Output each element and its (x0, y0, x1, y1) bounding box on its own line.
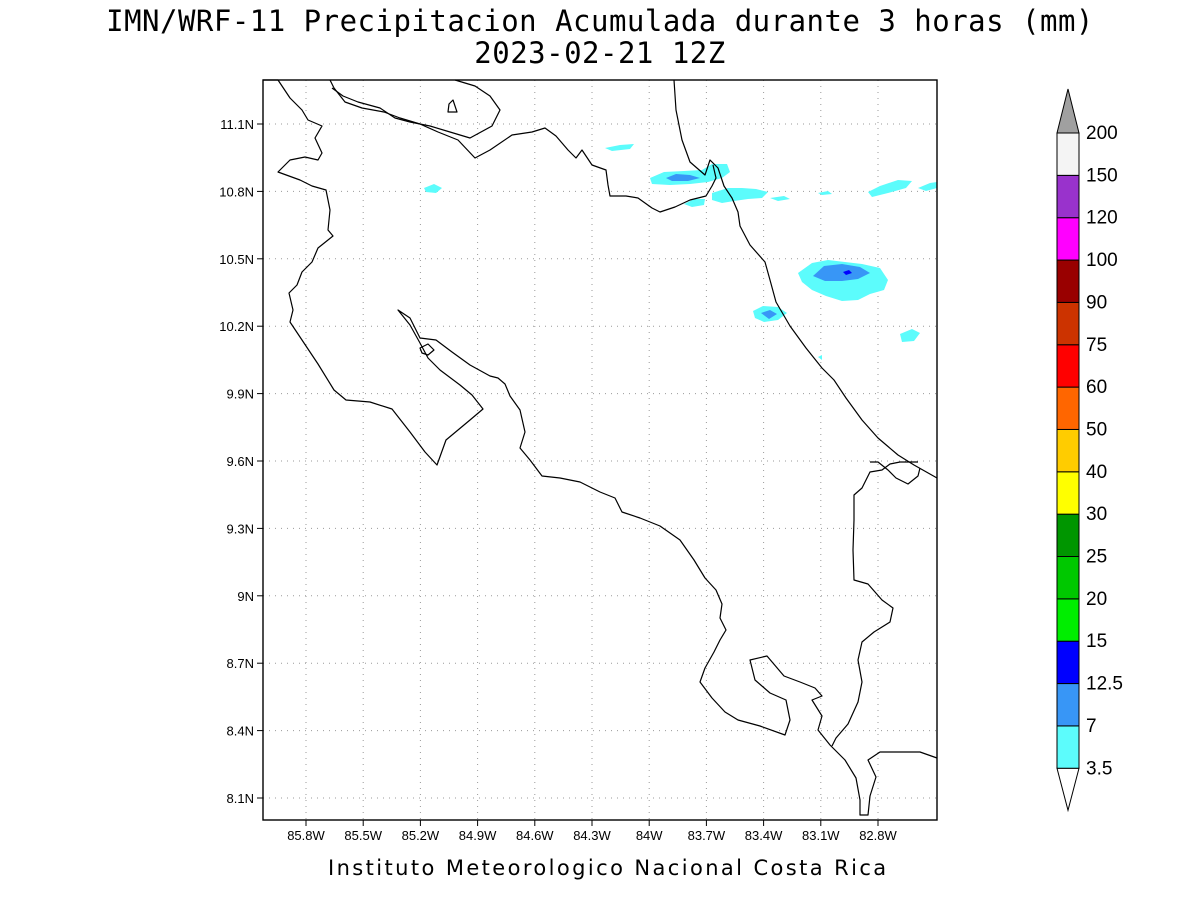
colorbar-swatch (1056, 259, 1080, 303)
footer-credit: Instituto Meteorologico Nacional Costa R… (328, 856, 889, 880)
colorbar-swatch (1056, 428, 1080, 473)
lon-tick-label: 85.2W (402, 828, 440, 843)
precip-patch-3-5 (605, 144, 634, 151)
lon-tick-label: 85.8W (287, 828, 325, 843)
lon-tick-label: 84.6W (516, 828, 554, 843)
colorbar-label: 75 (1086, 335, 1107, 356)
precip-patch-3-5 (424, 184, 442, 193)
colorbar-label: 12.5 (1086, 674, 1123, 695)
lat-tick-label: 9.6N (227, 454, 254, 469)
precip-patch-3-5 (918, 182, 937, 191)
precip-patch-12-5 (843, 270, 852, 275)
colorbar-label: 120 (1086, 208, 1118, 229)
colorbar-swatch (1056, 301, 1080, 346)
color-legend: 200 150 120 100 90 75 60 50 40 30 25 20 15 12.5 7 3.5 (1056, 88, 1123, 813)
precip-patch-3-5 (684, 199, 705, 207)
lon-tick-label: 84.9W (459, 828, 497, 843)
longitude-axis: 85.8W 85.5W 85.2W 84.9W 84.6W 84.3W 84W 83.7W 83… (287, 820, 898, 843)
colorbar-swatch (1056, 132, 1080, 176)
lat-tick-label: 10.2N (219, 319, 254, 334)
colorbar-label: 40 (1086, 462, 1107, 483)
coastline (263, 79, 938, 816)
lat-tick-label: 11.1N (220, 117, 254, 132)
lat-tick-label: 8.4N (227, 724, 254, 739)
colorbar-label: 3.5 (1086, 758, 1112, 779)
precip-patch-3-5 (712, 188, 768, 203)
colorbar-swatch (1056, 513, 1080, 558)
colorbar-label: 7 (1086, 716, 1097, 737)
lat-tick-label: 10.8N (219, 184, 254, 199)
precip-patch-7 (666, 174, 700, 181)
lat-tick-label: 8.1N (227, 791, 254, 806)
precip-patches (424, 144, 937, 360)
colorbar-swatch (1056, 683, 1080, 727)
colorbar-label: 30 (1086, 504, 1107, 525)
lon-tick-label: 83.7W (688, 828, 726, 843)
lon-tick-label: 82.8W (859, 828, 897, 843)
colorbar-label: 15 (1086, 631, 1107, 652)
lat-tick-label: 8.7N (227, 656, 254, 671)
colorbar-label: 100 (1086, 250, 1118, 271)
colorbar-label: 50 (1086, 419, 1107, 440)
lon-tick-label: 83.4W (745, 828, 783, 843)
lat-tick-label: 9N (237, 589, 254, 604)
map-grid (263, 80, 937, 820)
colorbar-swatch (1056, 640, 1080, 685)
colorbar-swatch (1056, 471, 1080, 515)
colorbar-swatch (1056, 386, 1080, 430)
lon-tick-label: 84W (636, 828, 663, 843)
precip-patch-3-5 (650, 164, 730, 185)
colorbar-swatch (1056, 217, 1080, 261)
lon-tick-label: 85.5W (344, 828, 382, 843)
chart-subtitle-date: 2023-02-21 12Z (474, 36, 726, 70)
colorbar-label: 200 (1086, 123, 1118, 144)
colorbar-swatch (1056, 556, 1080, 600)
colorbar-label: 60 (1086, 377, 1107, 398)
colorbar-bottom-arrow (1056, 767, 1080, 813)
lon-tick-label: 84.3W (573, 828, 611, 843)
colorbar-label: 20 (1086, 589, 1107, 610)
colorbar-swatch (1056, 174, 1080, 219)
precip-patch-3-5 (770, 196, 790, 201)
map-frame (262, 79, 938, 821)
colorbar-label: 150 (1086, 165, 1118, 186)
precip-patch-7 (761, 310, 777, 319)
lat-tick-label: 9.9N (227, 387, 254, 402)
latitude-axis: 11.1N 10.8N 10.5N 10.2N 9.9N 9.6N 9.3N 9N 8.7N 8.… (219, 117, 263, 806)
chart-title: IMN/WRF-11 Precipitacion Acumulada duran… (106, 4, 1094, 38)
precip-patch-3-5 (868, 180, 912, 197)
colorbar-swatch (1056, 598, 1080, 642)
lon-tick-label: 83.1W (802, 828, 840, 843)
precip-patch-3-5 (818, 191, 832, 195)
lat-tick-label: 9.3N (227, 521, 254, 536)
colorbar-top-arrow (1056, 88, 1080, 134)
precip-patch-3-5 (900, 329, 920, 342)
precip-patch-3-5 (818, 355, 822, 360)
colorbar-label: 90 (1086, 292, 1107, 313)
colorbar-swatch (1056, 725, 1080, 769)
colorbar-swatch (1056, 344, 1080, 388)
colorbar-label: 25 (1086, 547, 1107, 568)
lat-tick-label: 10.5N (219, 252, 254, 267)
precip-patch-7 (813, 264, 870, 281)
